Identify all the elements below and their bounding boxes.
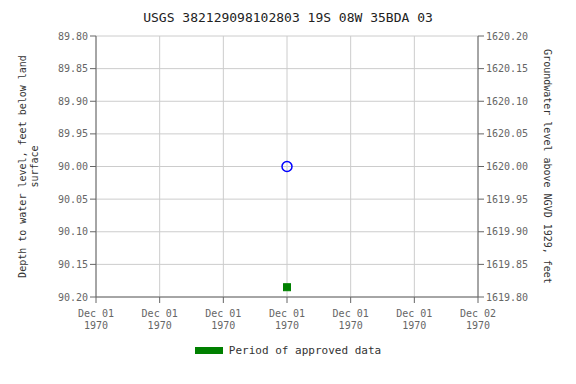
svg-text:1620.15: 1620.15	[486, 63, 528, 74]
svg-text:90.00: 90.00	[58, 161, 88, 172]
html-text:USGS 382129098102803 19S 08W 3: USGS 382129098102803 19S 08W 35BDA 03	[143, 10, 433, 25]
svg-text:1620.20: 1620.20	[486, 31, 528, 42]
svg-text:Dec 011970: Dec 011970	[205, 308, 241, 331]
svg-text:Dec 011970: Dec 011970	[333, 308, 369, 331]
svg-text:1619.95: 1619.95	[486, 194, 528, 205]
svg-text:1619.90: 1619.90	[486, 226, 528, 237]
svg-text:Dec 011970: Dec 011970	[78, 308, 114, 331]
svg-text:90.10: 90.10	[58, 226, 88, 237]
svg-text:89.80: 89.80	[58, 31, 88, 42]
svg-text:Dec 021970: Dec 021970	[460, 308, 496, 331]
svg-text:Dec 011970: Dec 011970	[269, 308, 305, 331]
svg-text:1620.05: 1620.05	[486, 128, 528, 139]
svg-text:1619.85: 1619.85	[486, 259, 528, 270]
svg-text:90.15: 90.15	[58, 259, 88, 270]
html-text:Period of approved data: Period of approved data	[228, 344, 382, 357]
svg-text:89.95: 89.95	[58, 128, 88, 139]
svg-text:Dec 011970: Dec 011970	[396, 308, 432, 331]
svg-text:1620.00: 1620.00	[486, 161, 528, 172]
svg-text:1620.10: 1620.10	[486, 96, 528, 107]
svg-text:Groundwater level above NGVD 1: Groundwater level above NGVD 1929, feet	[542, 49, 553, 284]
svg-text:Dec 011970: Dec 011970	[142, 308, 178, 331]
svg-text:89.85: 89.85	[58, 63, 88, 74]
svg-text:1619.80: 1619.80	[486, 292, 528, 303]
svg-text:90.20: 90.20	[58, 292, 88, 303]
svg-text:90.05: 90.05	[58, 194, 88, 205]
svg-text:89.90: 89.90	[58, 96, 88, 107]
svg-text:Depth to water level, feet bel: Depth to water level, feet below landsur…	[17, 55, 40, 278]
